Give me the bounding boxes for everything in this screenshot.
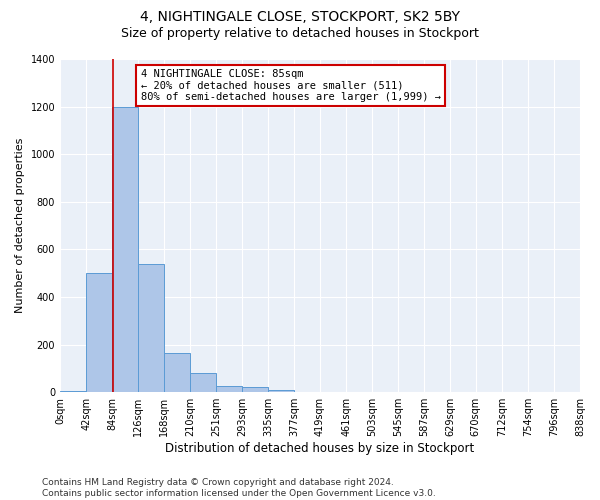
Text: 4, NIGHTINGALE CLOSE, STOCKPORT, SK2 5BY: 4, NIGHTINGALE CLOSE, STOCKPORT, SK2 5BY xyxy=(140,10,460,24)
Text: Size of property relative to detached houses in Stockport: Size of property relative to detached ho… xyxy=(121,28,479,40)
Bar xyxy=(60,391,86,392)
Text: 4 NIGHTINGALE CLOSE: 85sqm
← 20% of detached houses are smaller (511)
80% of sem: 4 NIGHTINGALE CLOSE: 85sqm ← 20% of deta… xyxy=(140,69,440,102)
Bar xyxy=(138,264,164,392)
Bar xyxy=(112,106,138,392)
X-axis label: Distribution of detached houses by size in Stockport: Distribution of detached houses by size … xyxy=(166,442,475,455)
Bar xyxy=(242,387,268,392)
Bar xyxy=(190,373,216,392)
Bar xyxy=(216,386,242,392)
Bar xyxy=(268,390,294,392)
Text: Contains HM Land Registry data © Crown copyright and database right 2024.
Contai: Contains HM Land Registry data © Crown c… xyxy=(42,478,436,498)
Bar xyxy=(164,353,190,392)
Y-axis label: Number of detached properties: Number of detached properties xyxy=(15,138,25,314)
Bar xyxy=(86,273,112,392)
